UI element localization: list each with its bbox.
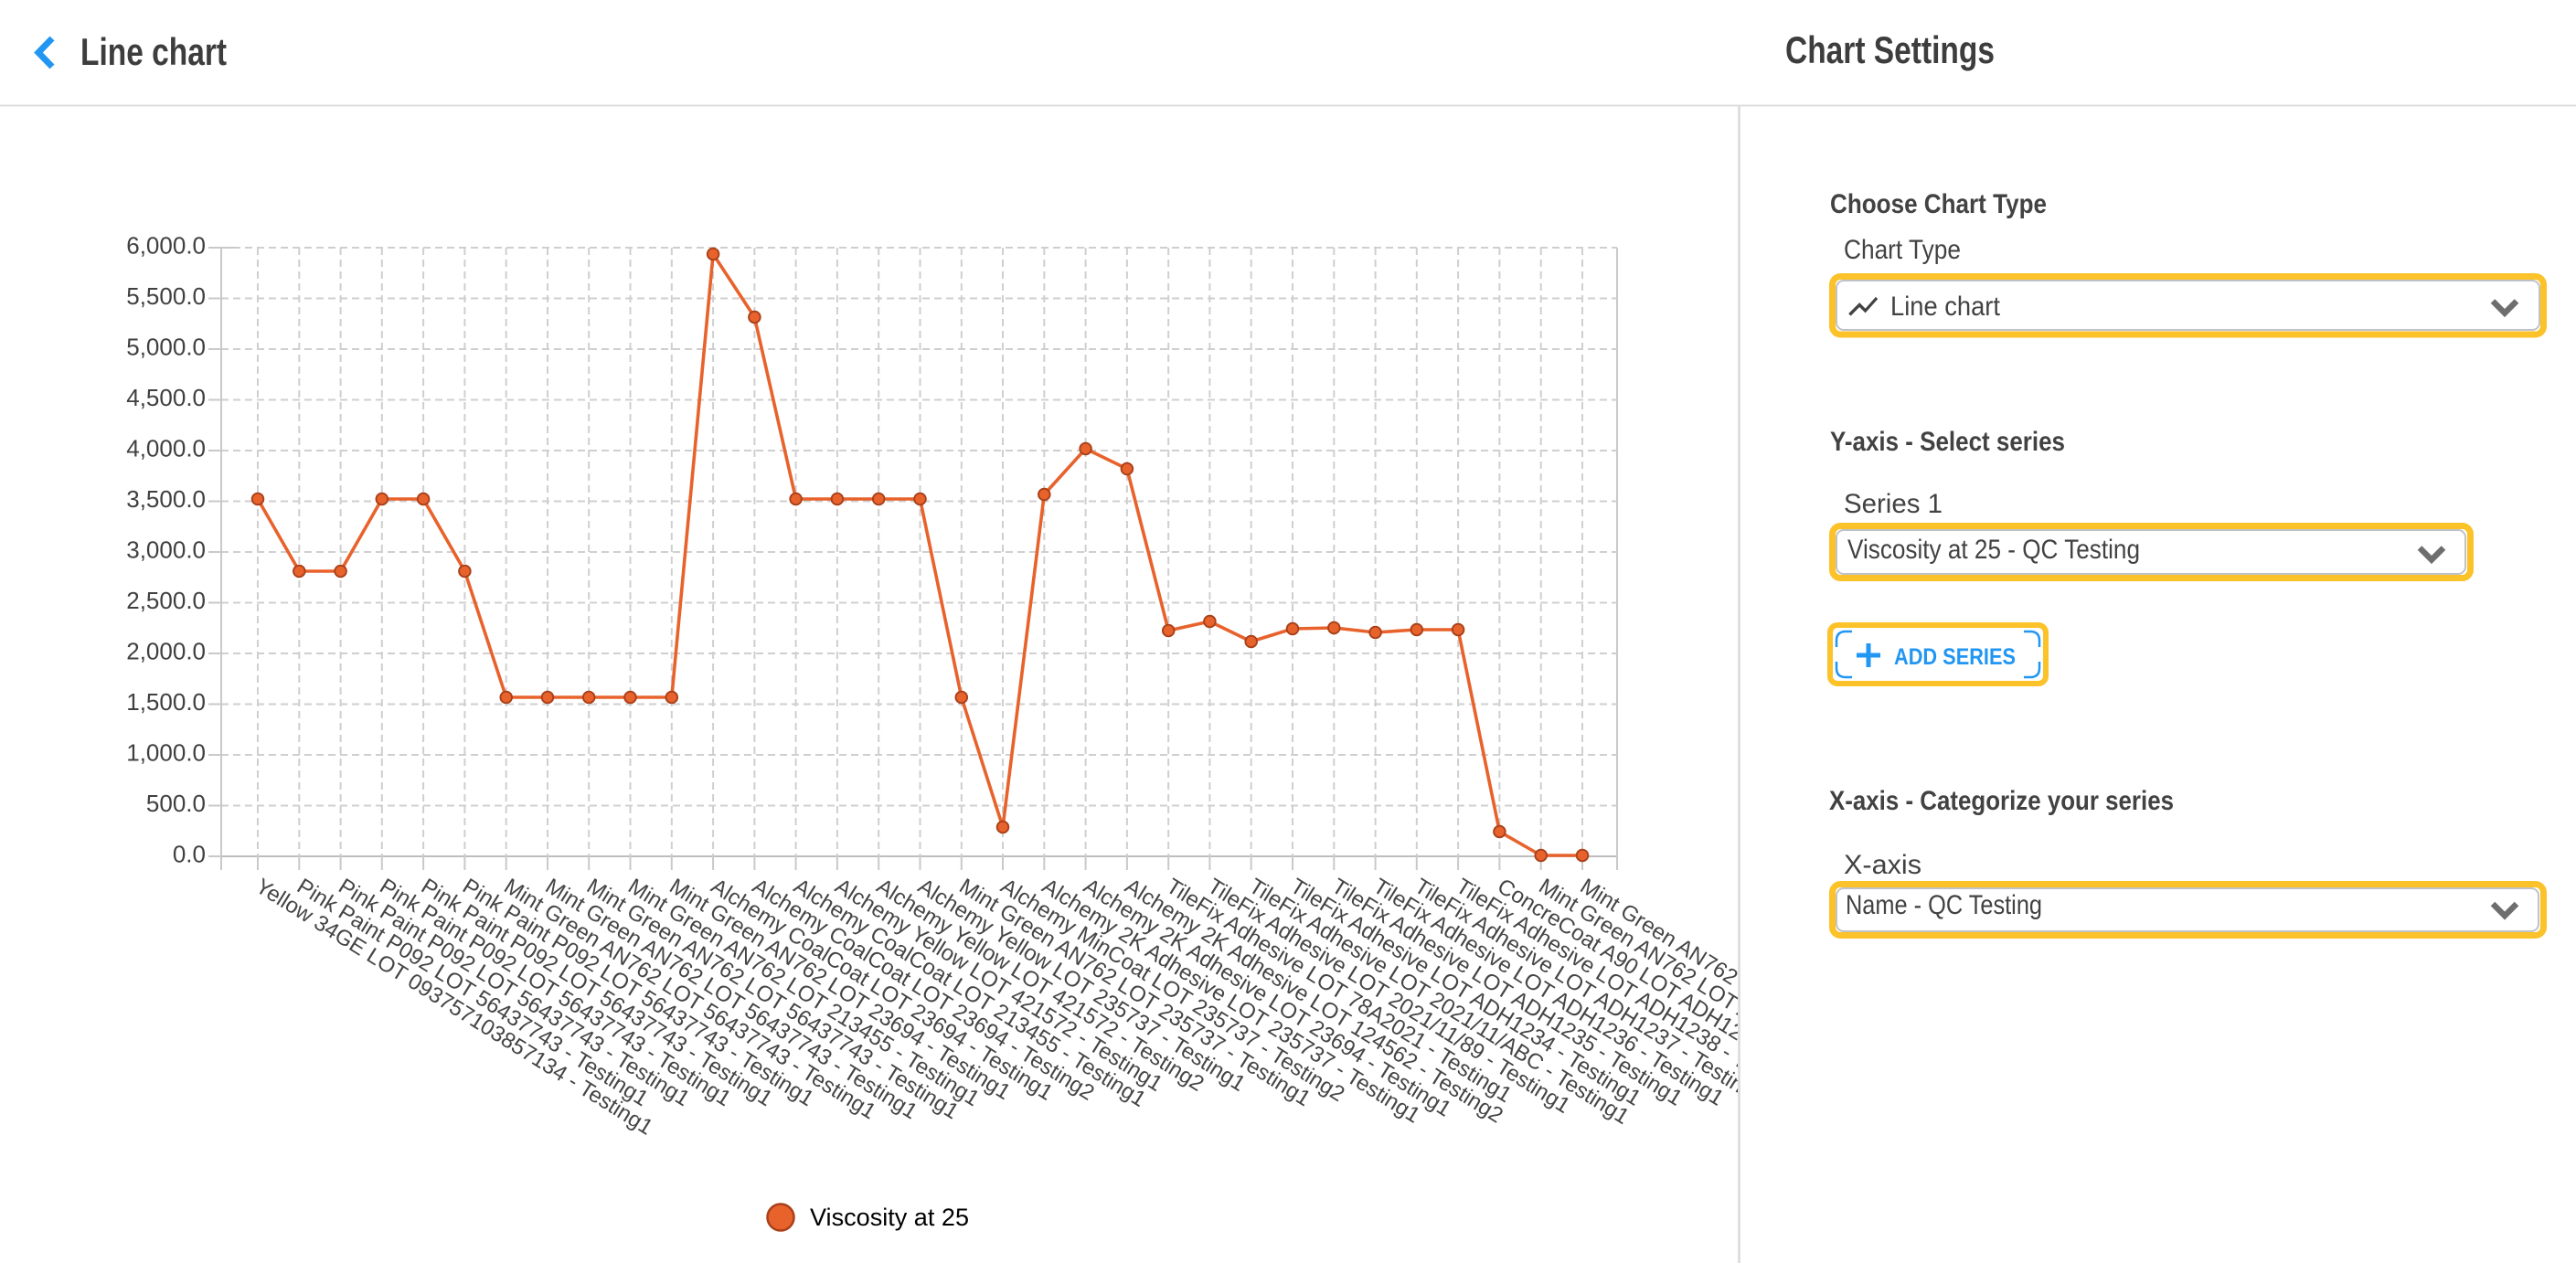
svg-text:1,000.0: 1,000.0 [126, 739, 206, 767]
svg-text:Name - QC Testing: Name - QC Testing [1846, 890, 2042, 920]
svg-text:0.0: 0.0 [173, 841, 206, 868]
svg-text:2,500.0: 2,500.0 [126, 587, 206, 614]
svg-text:Chart Settings: Chart Settings [1785, 28, 1995, 71]
svg-text:4,500.0: 4,500.0 [126, 384, 206, 411]
svg-text:5,000.0: 5,000.0 [126, 334, 206, 361]
svg-text:5,500.0: 5,500.0 [126, 282, 206, 310]
svg-text:Viscosity at 25: Viscosity at 25 [810, 1204, 969, 1231]
svg-text:ADD SERIES: ADD SERIES [1894, 644, 2016, 670]
svg-text:X-axis - Categorize your serie: X-axis - Categorize your series [1829, 786, 2174, 816]
svg-text:1,500.0: 1,500.0 [126, 688, 206, 716]
svg-text:6,000.0: 6,000.0 [126, 232, 206, 260]
svg-text:3,500.0: 3,500.0 [126, 485, 206, 513]
svg-text:Chart Type: Chart Type [1844, 235, 1961, 265]
svg-text:Line chart: Line chart [80, 30, 227, 73]
svg-text:500.0: 500.0 [146, 790, 206, 817]
svg-text:3,000.0: 3,000.0 [126, 536, 206, 564]
svg-text:Viscosity at 25 - QC Testing: Viscosity at 25 - QC Testing [1847, 535, 2140, 565]
svg-text:Choose Chart Type: Choose Chart Type [1830, 189, 2047, 219]
svg-text:2,000.0: 2,000.0 [126, 638, 206, 665]
svg-text:Series 1: Series 1 [1844, 489, 1943, 519]
svg-text:Y-axis - Select series: Y-axis - Select series [1830, 427, 2065, 457]
svg-text:4,000.0: 4,000.0 [126, 435, 206, 462]
svg-text:Line chart: Line chart [1890, 292, 2001, 322]
svg-text:X-axis: X-axis [1844, 850, 1921, 880]
